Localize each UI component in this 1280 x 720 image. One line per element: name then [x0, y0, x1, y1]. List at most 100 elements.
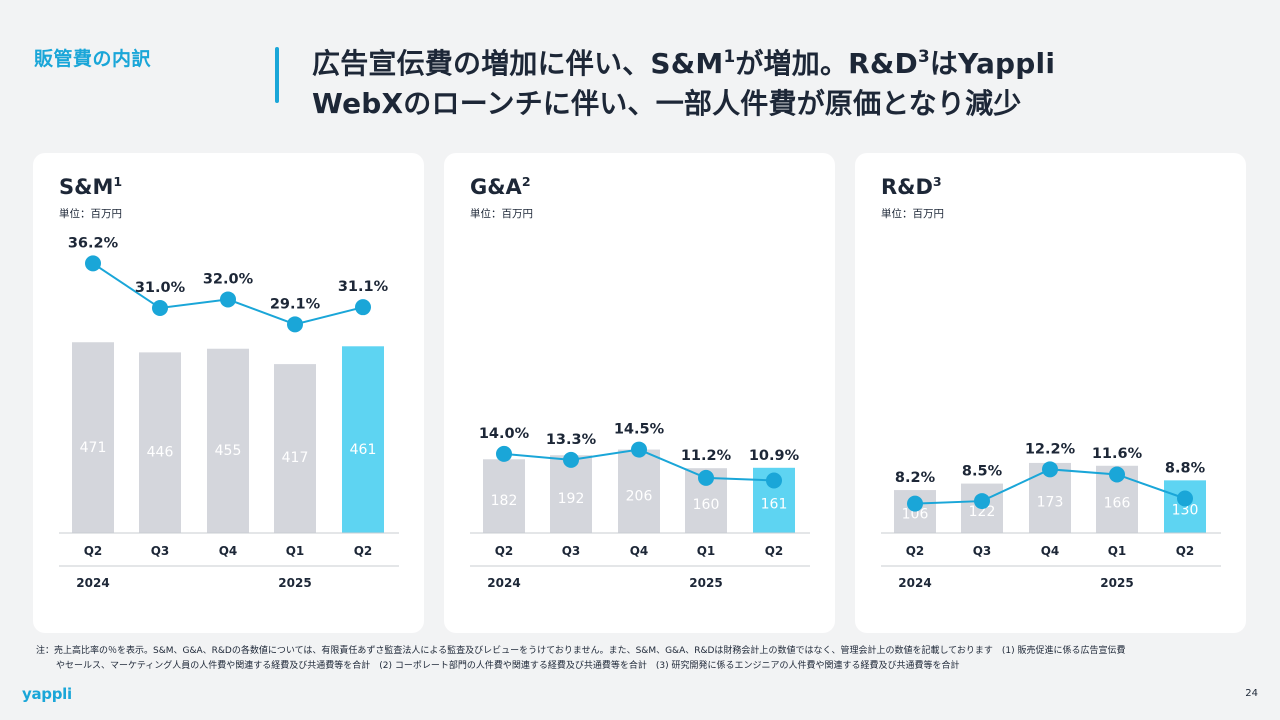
headline-line1-b: が増加。R&D: [735, 47, 918, 80]
footnote-line-1: 注：売上高比率の％を表示。S&M、G&A、R&Dの各数値については、有限責任あず…: [36, 646, 1126, 656]
ratio-point: [355, 299, 371, 316]
ratio-point: [698, 469, 714, 486]
bar: [618, 449, 660, 533]
chart-svg: 106 122 173 166 130 8.2% 8.5% 12.2% 11.6% 8.8% Q2 Q…: [881, 441, 1221, 590]
year-label: 2024: [487, 576, 520, 590]
x-tick-label: Q2: [1176, 544, 1195, 558]
bar-value-label: 106: [902, 507, 929, 523]
year-label: 2024: [76, 576, 109, 590]
bar-value-label: 130: [1172, 502, 1199, 518]
ratio-label: 13.3%: [546, 432, 597, 448]
bar: [207, 348, 249, 533]
x-tick-label: Q3: [973, 544, 992, 558]
chart-card-ga: G&A2 単位：百万円 182 192 206 160 161 14.0% 13.3% 14.…: [444, 153, 835, 633]
x-tick-label: Q1: [1108, 544, 1127, 558]
chart-title: R&D3: [881, 173, 942, 199]
bar-value-label: 160: [693, 497, 720, 513]
bar: [342, 346, 384, 533]
ratio-label: 11.6%: [1092, 446, 1143, 462]
x-tick-label: Q1: [286, 544, 305, 558]
ratio-label: 8.8%: [1165, 460, 1206, 476]
x-tick-label: Q1: [697, 544, 716, 558]
ratio-label: 29.1%: [270, 296, 321, 312]
ratio-point: [1177, 490, 1193, 507]
ratio-point: [85, 255, 101, 272]
ratio-label: 31.0%: [135, 280, 186, 296]
year-label: 2025: [689, 576, 722, 590]
ratio-point: [287, 316, 303, 333]
ratio-point: [563, 451, 579, 468]
chart-card-rd: R&D3 単位：百万円 106 122 173 166 130 8.2% 8.5% 12.2%…: [855, 153, 1246, 633]
ratio-label: 32.0%: [203, 271, 254, 287]
company-logo: yappli: [22, 685, 72, 703]
ratio-label: 31.1%: [338, 279, 389, 295]
ratio-label: 10.9%: [749, 448, 800, 464]
bar: [483, 459, 525, 533]
bar-value-label: 166: [1104, 496, 1131, 512]
x-tick-label: Q4: [1041, 544, 1060, 558]
bar-value-label: 455: [215, 443, 242, 459]
headline-footnote-ref-3: 3: [917, 46, 930, 67]
ratio-point: [1109, 466, 1125, 483]
footnote-line-2: やセールス、マーケティング人員の人件費や関連する経費及び共通費等を合計 (2) …: [56, 661, 960, 671]
bar: [139, 352, 181, 533]
headline-line1-a: 広告宣伝費の増加に伴い、S&M: [312, 47, 724, 80]
chart-title: S&M1: [59, 173, 123, 199]
bar-value-label: 446: [147, 445, 174, 461]
chart-unit: 単位：百万円: [59, 208, 122, 220]
ratio-point: [631, 441, 647, 458]
x-tick-label: Q2: [495, 544, 514, 558]
headline-line1-c: はYappli: [929, 47, 1056, 80]
chart-unit: 単位：百万円: [470, 208, 533, 220]
chart-card-sm: S&M1 単位：百万円 471 446 455 417 461 36.2% 31.0% 32.…: [33, 153, 424, 633]
chart-svg: 182 192 206 160 161 14.0% 13.3% 14.5% 11.2% 10.9%…: [470, 422, 810, 590]
chart-svg: 471 446 455 417 461 36.2% 31.0% 32.0% 29.1% 31.1%…: [59, 235, 399, 590]
x-tick-label: Q2: [84, 544, 103, 558]
bar: [72, 342, 114, 533]
ratio-label: 36.2%: [68, 235, 119, 251]
page-number: 24: [1245, 688, 1258, 699]
bar-value-label: 461: [350, 442, 377, 458]
year-label: 2025: [1100, 576, 1133, 590]
ratio-point: [974, 493, 990, 510]
x-tick-label: Q2: [906, 544, 925, 558]
year-label: 2025: [278, 576, 311, 590]
ratio-label: 8.2%: [895, 470, 936, 486]
chart-unit: 単位：百万円: [881, 208, 944, 220]
bar-value-label: 417: [282, 450, 309, 466]
ratio-point: [220, 291, 236, 308]
x-tick-label: Q2: [354, 544, 373, 558]
ratio-label: 12.2%: [1025, 441, 1076, 457]
bar: [1164, 480, 1206, 533]
x-tick-label: Q2: [765, 544, 784, 558]
ratio-point: [907, 495, 923, 512]
headline-line2: WebXのローンチに伴い、一部人件費が原価となり減少: [312, 87, 1022, 120]
x-tick-label: Q3: [151, 544, 170, 558]
bar-value-label: 122: [969, 504, 996, 520]
bar: [550, 455, 592, 533]
ratio-point: [1042, 461, 1058, 478]
ratio-label: 11.2%: [681, 448, 732, 464]
bar-value-label: 173: [1037, 494, 1064, 510]
bar-value-label: 206: [626, 488, 653, 504]
ratio-label: 14.0%: [479, 426, 530, 442]
page-title: 広告宣伝費の増加に伴い、S&M1が増加。R&D3はYappli WebXのローン…: [312, 44, 1252, 124]
ratio-point: [766, 472, 782, 489]
section-label: 販管費の内訳: [34, 48, 152, 70]
bar: [274, 364, 316, 533]
bar-value-label: 182: [491, 493, 518, 509]
x-tick-label: Q4: [630, 544, 649, 558]
bar-value-label: 192: [558, 491, 585, 507]
x-tick-label: Q4: [219, 544, 238, 558]
footnote: 注：売上高比率の％を表示。S&M、G&A、R&Dの各数値については、有限責任あず…: [36, 644, 1246, 674]
ratio-label: 8.5%: [962, 464, 1003, 480]
headline-footnote-ref-1: 1: [723, 46, 736, 67]
ratio-point: [152, 300, 168, 317]
year-label: 2024: [898, 576, 931, 590]
ratio-label: 14.5%: [614, 422, 665, 438]
ratio-point: [496, 445, 512, 462]
chart-title: G&A2: [470, 173, 531, 199]
title-divider: [275, 47, 279, 103]
bar-value-label: 471: [80, 440, 107, 456]
x-tick-label: Q3: [562, 544, 581, 558]
